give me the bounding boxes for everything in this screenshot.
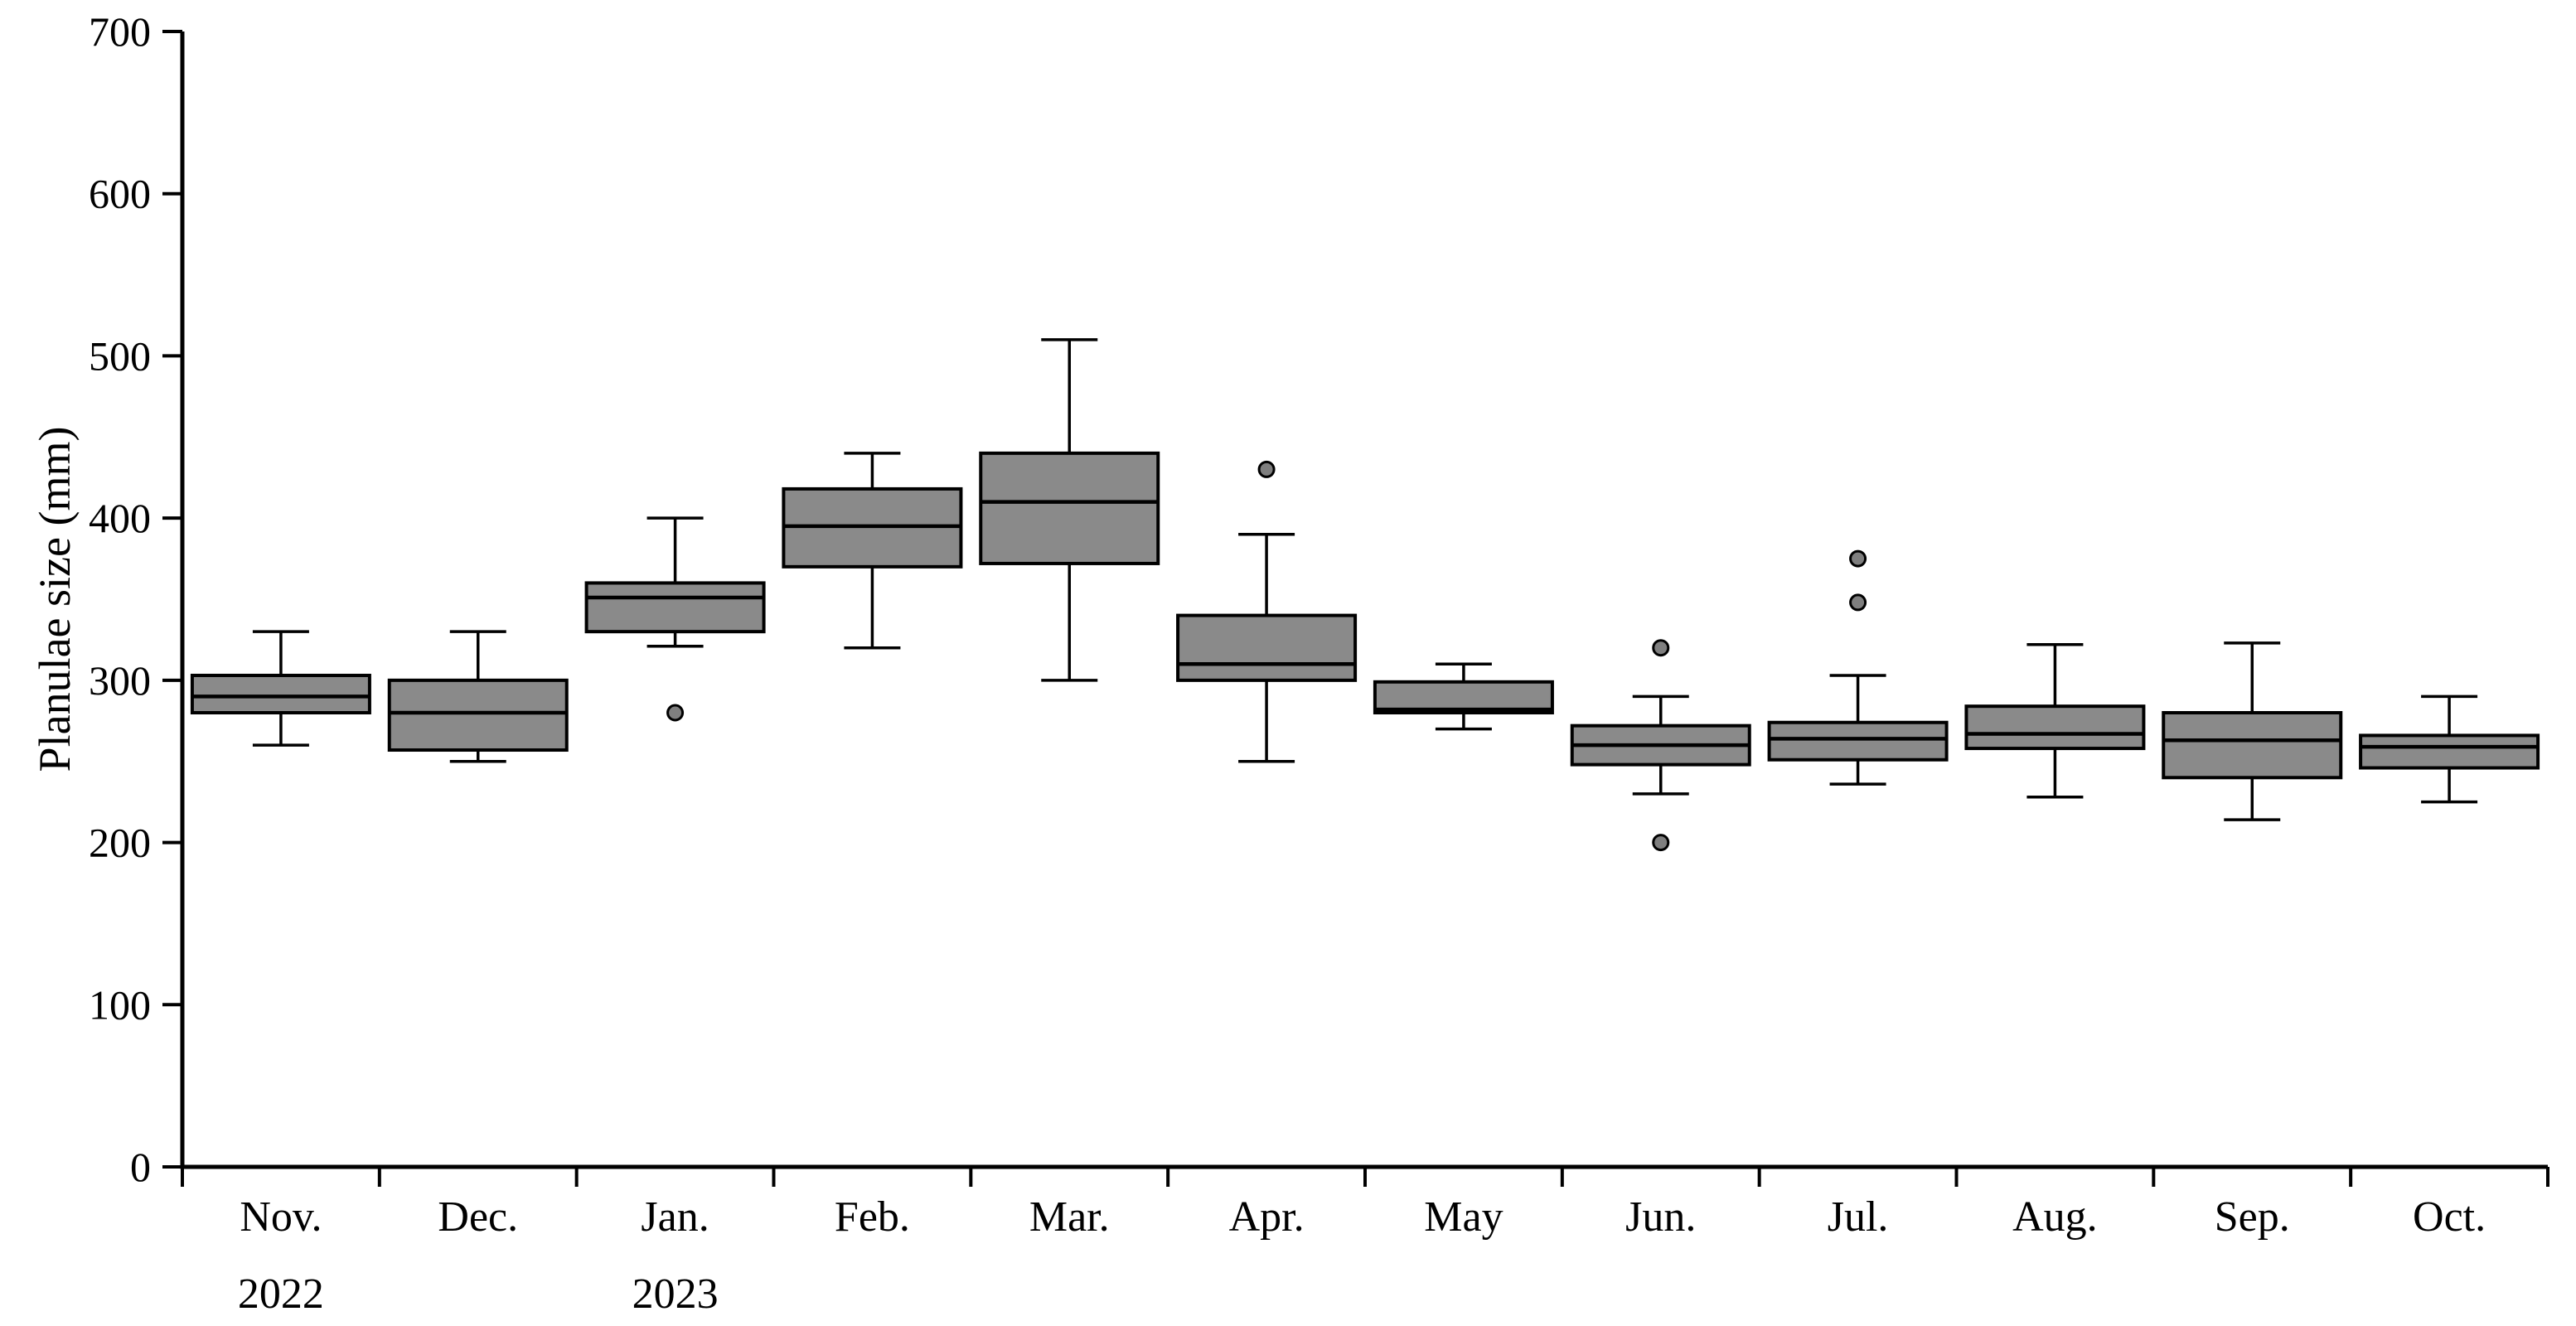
box-May (1373, 680, 1554, 714)
outlier-point-Jun. (1652, 834, 1670, 852)
y-tick-label: 300 (89, 657, 151, 704)
y-tick-label: 0 (130, 1144, 151, 1190)
year-label: 2023 (632, 1270, 719, 1318)
month-label: Mar. (1029, 1193, 1110, 1241)
outlier-point-Jul. (1849, 593, 1867, 612)
month-label: Jan. (641, 1193, 709, 1241)
y-tick-label: 700 (89, 8, 151, 55)
box-Oct. (2359, 733, 2540, 770)
y-tick-label: 200 (89, 820, 151, 866)
box-Jan. (584, 581, 766, 634)
month-label: Sep. (2215, 1193, 2290, 1241)
month-label: May (1424, 1193, 1503, 1241)
outlier-point-Jan. (666, 704, 685, 722)
month-label: Aug. (2012, 1193, 2098, 1241)
month-label: Feb. (835, 1193, 910, 1241)
box-Nov. (190, 673, 371, 715)
month-label: Jul. (1828, 1193, 1889, 1241)
y-axis-title: Planulae size (mm) (30, 426, 80, 772)
box-Mar. (979, 451, 1160, 565)
y-tick-label: 500 (89, 332, 151, 379)
month-label: Oct. (2413, 1193, 2486, 1241)
box-Aug. (1964, 704, 2146, 751)
box-Apr. (1176, 613, 1358, 682)
y-tick-label: 100 (89, 981, 151, 1028)
outlier-point-Apr. (1257, 460, 1276, 478)
outlier-point-Jun. (1652, 639, 1670, 657)
month-label: Jun. (1625, 1193, 1696, 1241)
box-Jul. (1767, 720, 1949, 762)
month-label: Dec. (438, 1193, 518, 1241)
box-Dec. (387, 678, 569, 753)
month-label: Nov. (240, 1193, 322, 1241)
year-label: 2022 (238, 1270, 324, 1318)
box-Sep. (2162, 711, 2343, 780)
y-tick-label: 400 (89, 495, 151, 541)
outlier-point-Jul. (1849, 549, 1867, 568)
month-label: Apr. (1229, 1193, 1305, 1241)
y-tick-label: 600 (89, 171, 151, 217)
